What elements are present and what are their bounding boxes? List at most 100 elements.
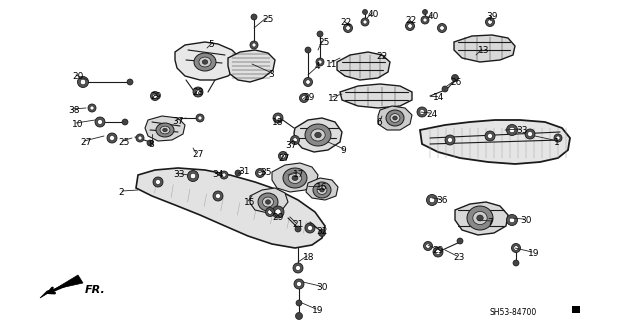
Polygon shape [340,84,412,108]
Circle shape [423,10,428,14]
Polygon shape [294,118,342,152]
Text: 37: 37 [172,117,184,126]
Circle shape [196,90,201,94]
Circle shape [296,266,301,270]
Ellipse shape [390,114,400,122]
Text: 34: 34 [212,170,223,179]
Text: 3: 3 [268,70,274,79]
Ellipse shape [258,193,278,211]
Ellipse shape [473,212,487,225]
Circle shape [250,41,258,49]
Ellipse shape [160,126,170,134]
Circle shape [255,169,265,178]
Circle shape [193,87,203,97]
Circle shape [299,93,308,102]
Text: 38: 38 [68,106,79,115]
Circle shape [440,26,444,30]
Circle shape [421,16,429,24]
Text: 8: 8 [148,140,153,149]
Text: 26: 26 [450,78,462,87]
Circle shape [276,116,281,121]
Polygon shape [420,120,570,164]
Text: 36: 36 [436,196,447,205]
Polygon shape [175,42,240,80]
Circle shape [346,26,350,30]
Circle shape [198,116,202,120]
Polygon shape [145,116,185,141]
Circle shape [305,47,311,53]
Text: 37: 37 [285,141,296,150]
Circle shape [304,77,313,86]
Ellipse shape [392,116,398,120]
Ellipse shape [314,132,321,138]
Circle shape [153,94,157,98]
Circle shape [452,75,459,82]
Circle shape [486,18,494,27]
Circle shape [138,136,142,140]
Ellipse shape [317,186,327,194]
Text: 22: 22 [405,16,416,25]
Circle shape [343,23,352,33]
Text: 21: 21 [292,220,303,229]
Ellipse shape [467,206,493,230]
Polygon shape [40,275,83,298]
Circle shape [316,58,324,66]
Circle shape [150,92,160,100]
Circle shape [420,109,425,115]
Circle shape [514,246,518,250]
Text: 9: 9 [340,146,346,155]
Circle shape [525,129,535,139]
Circle shape [306,80,310,84]
Text: 7: 7 [487,218,493,227]
Text: 40: 40 [368,10,379,19]
Circle shape [556,136,560,140]
Circle shape [213,191,223,201]
Ellipse shape [313,182,331,198]
Text: 12: 12 [328,94,340,103]
Circle shape [361,18,369,26]
Text: 14: 14 [433,93,444,102]
Circle shape [296,282,301,286]
Circle shape [435,250,440,254]
Text: 16: 16 [316,183,328,192]
Circle shape [265,207,274,217]
Polygon shape [272,163,318,192]
Circle shape [273,113,283,123]
Text: 40: 40 [428,12,440,21]
Circle shape [487,133,493,139]
Polygon shape [337,52,390,80]
Text: 1: 1 [554,138,560,147]
Circle shape [554,134,562,142]
Text: 28: 28 [192,88,203,97]
Circle shape [317,31,323,37]
Text: 15: 15 [244,198,255,207]
Circle shape [147,140,153,146]
Circle shape [281,154,285,158]
Text: 23: 23 [453,253,464,262]
Circle shape [122,119,128,125]
Circle shape [447,138,452,142]
Text: 29: 29 [303,93,314,102]
Text: 30: 30 [520,216,532,225]
Circle shape [107,133,117,143]
Text: 27: 27 [278,154,289,163]
Text: 6: 6 [376,118,382,127]
Circle shape [513,260,519,266]
Circle shape [302,96,306,100]
Text: 11: 11 [326,60,338,69]
Ellipse shape [262,197,274,207]
Ellipse shape [311,129,325,141]
Circle shape [90,106,94,110]
Circle shape [216,194,221,198]
Text: 29: 29 [150,92,162,101]
Text: 29: 29 [272,213,284,222]
Circle shape [417,107,427,117]
Text: 24: 24 [426,110,437,119]
Circle shape [509,217,515,223]
Text: 39: 39 [486,12,498,21]
Circle shape [426,244,430,248]
Circle shape [95,117,105,127]
Circle shape [279,151,287,161]
Circle shape [487,20,493,24]
Circle shape [305,223,315,233]
